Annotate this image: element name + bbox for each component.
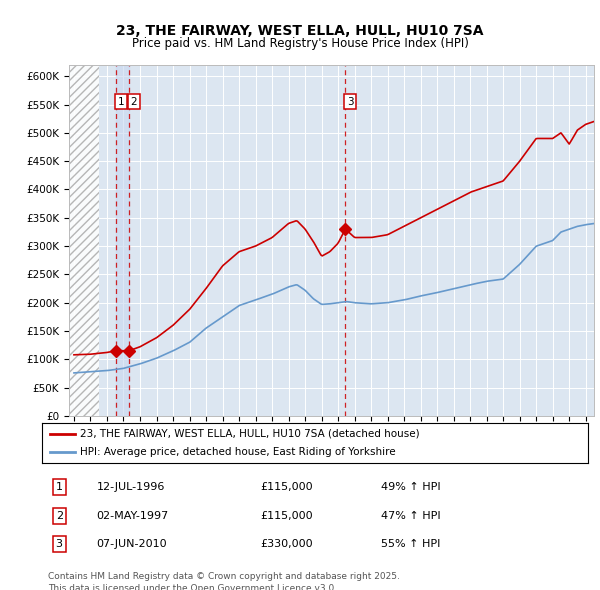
Bar xyxy=(116,65,129,416)
Text: 47% ↑ HPI: 47% ↑ HPI xyxy=(380,511,440,520)
Text: 3: 3 xyxy=(347,97,353,107)
Text: 1: 1 xyxy=(56,482,62,492)
Text: 2: 2 xyxy=(56,511,63,520)
Text: £115,000: £115,000 xyxy=(260,511,313,520)
Text: 12-JUL-1996: 12-JUL-1996 xyxy=(97,482,165,492)
Text: 1: 1 xyxy=(118,97,124,107)
Text: Contains HM Land Registry data © Crown copyright and database right 2025.
This d: Contains HM Land Registry data © Crown c… xyxy=(48,572,400,590)
Text: £330,000: £330,000 xyxy=(260,539,313,549)
Text: 2: 2 xyxy=(131,97,137,107)
Text: 3: 3 xyxy=(56,539,62,549)
Text: 49% ↑ HPI: 49% ↑ HPI xyxy=(380,482,440,492)
Text: 02-MAY-1997: 02-MAY-1997 xyxy=(97,511,169,520)
Text: 07-JUN-2010: 07-JUN-2010 xyxy=(97,539,167,549)
Text: £115,000: £115,000 xyxy=(260,482,313,492)
Text: 23, THE FAIRWAY, WEST ELLA, HULL, HU10 7SA (detached house): 23, THE FAIRWAY, WEST ELLA, HULL, HU10 7… xyxy=(80,429,420,439)
Text: HPI: Average price, detached house, East Riding of Yorkshire: HPI: Average price, detached house, East… xyxy=(80,447,396,457)
Text: 55% ↑ HPI: 55% ↑ HPI xyxy=(380,539,440,549)
Text: 23, THE FAIRWAY, WEST ELLA, HULL, HU10 7SA: 23, THE FAIRWAY, WEST ELLA, HULL, HU10 7… xyxy=(116,24,484,38)
Text: Price paid vs. HM Land Registry's House Price Index (HPI): Price paid vs. HM Land Registry's House … xyxy=(131,37,469,50)
